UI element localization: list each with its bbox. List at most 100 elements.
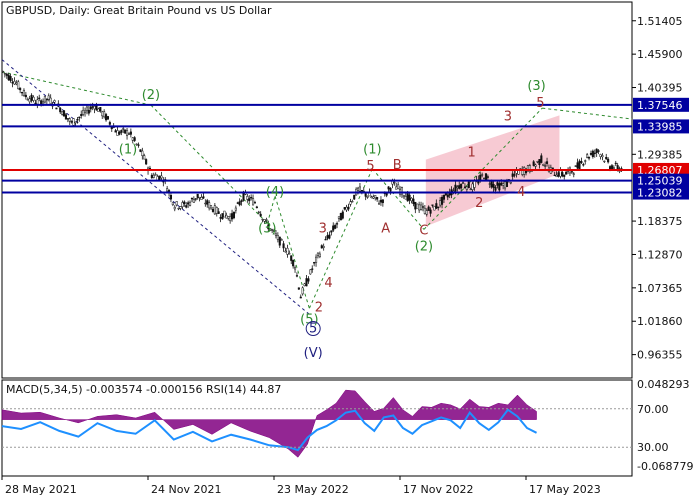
- candle-body: [179, 206, 182, 209]
- candle-body: [473, 180, 476, 188]
- candle-body: [108, 122, 111, 125]
- candle-body: [223, 210, 226, 218]
- candle-body: [498, 183, 501, 191]
- candle-body: [397, 184, 400, 190]
- candle-body: [255, 206, 258, 209]
- wave-label: (2): [142, 88, 160, 103]
- candle-body: [379, 199, 383, 203]
- candle-body: [440, 196, 444, 205]
- candle-body: [177, 207, 180, 210]
- candle-body: [597, 150, 600, 152]
- candle-body: [185, 205, 188, 208]
- indicator-plot-frame: [1, 379, 633, 477]
- wave-label: 2: [475, 196, 483, 211]
- price-tick-label: 1.01860: [637, 315, 683, 328]
- indicator-tick-label: 30.00: [637, 441, 669, 454]
- candle-body: [272, 230, 276, 232]
- candle-body: [389, 188, 392, 192]
- candle-body: [204, 202, 207, 205]
- candle-body: [410, 197, 413, 202]
- candle-body: [9, 76, 12, 81]
- candle-body: [82, 109, 85, 115]
- level-price-tag: [633, 162, 689, 177]
- candle-body: [551, 167, 554, 170]
- candle-body: [19, 87, 22, 91]
- candle-body: [469, 188, 472, 191]
- candle-body: [324, 238, 327, 241]
- candle-body: [610, 165, 614, 170]
- wave-guide-line: [371, 168, 425, 230]
- candle-body: [332, 225, 335, 231]
- candle-body: [36, 99, 39, 105]
- candle-body: [66, 118, 69, 120]
- candle-body: [198, 196, 201, 199]
- wave-label: B: [393, 158, 402, 173]
- candle-body: [41, 101, 45, 104]
- candle-body: [301, 287, 304, 295]
- candle-body: [3, 72, 6, 75]
- candle-body: [103, 111, 106, 118]
- candle-body: [89, 106, 92, 110]
- price-tick-label: 1.40395: [637, 82, 683, 95]
- candle-body: [219, 217, 222, 219]
- candles-group: [1, 70, 623, 299]
- candle-body: [26, 99, 29, 101]
- candle-body: [95, 105, 98, 111]
- candle-body: [576, 162, 579, 169]
- candle-body: [83, 110, 87, 113]
- candle-body: [561, 172, 564, 177]
- candle-body: [416, 203, 419, 209]
- candle-body: [97, 108, 100, 112]
- wave-label: (4): [266, 185, 284, 200]
- candle-body: [492, 184, 495, 188]
- candle-body: [206, 200, 209, 205]
- candle-body: [339, 213, 342, 221]
- candle-body: [603, 160, 606, 163]
- candle-body: [532, 161, 535, 166]
- candle-body: [446, 194, 449, 198]
- candle-body: [53, 100, 56, 103]
- wave-label: 5: [366, 159, 374, 174]
- wave-label: 3: [319, 221, 327, 236]
- candle-body: [265, 219, 268, 221]
- indicator-tick-label: -0.068779: [637, 460, 693, 473]
- candle-body: [528, 165, 531, 172]
- wave-circle: [305, 321, 321, 337]
- level-price-tag: [633, 97, 689, 112]
- wave-label: 2: [315, 300, 323, 315]
- candle-body: [555, 174, 558, 178]
- candle-body: [196, 193, 199, 198]
- candle-body: [280, 239, 283, 241]
- candle-body: [93, 105, 96, 110]
- candle-body: [311, 268, 314, 270]
- candle-body: [160, 175, 163, 179]
- candle-body: [135, 143, 138, 145]
- candle-body: [248, 198, 251, 202]
- candle-body: [404, 196, 407, 200]
- wave-label: (3): [527, 79, 545, 94]
- candle-body: [173, 206, 176, 210]
- candle-body: [557, 172, 560, 177]
- candle-body: [425, 210, 428, 215]
- time-tick-label: 17 May 2023: [529, 483, 601, 496]
- candle-body: [133, 137, 136, 141]
- candle-body: [263, 219, 266, 222]
- candle-body: [13, 81, 16, 85]
- candle-body: [337, 216, 341, 219]
- candle-body: [288, 253, 291, 255]
- candle-body: [377, 202, 381, 205]
- candle-body: [509, 182, 512, 184]
- candle-body: [353, 194, 356, 200]
- candle-body: [366, 196, 369, 198]
- candle-body: [605, 156, 608, 160]
- candle-body: [502, 183, 505, 186]
- candle-body: [570, 171, 573, 173]
- candle-body: [120, 130, 123, 133]
- candle-body: [171, 202, 174, 205]
- candle-body: [238, 201, 241, 206]
- candle-body: [194, 198, 197, 200]
- candle-body: [62, 110, 66, 117]
- wave-guide-line: [274, 195, 310, 309]
- rsi-line: [1, 408, 537, 452]
- candle-body: [484, 173, 488, 181]
